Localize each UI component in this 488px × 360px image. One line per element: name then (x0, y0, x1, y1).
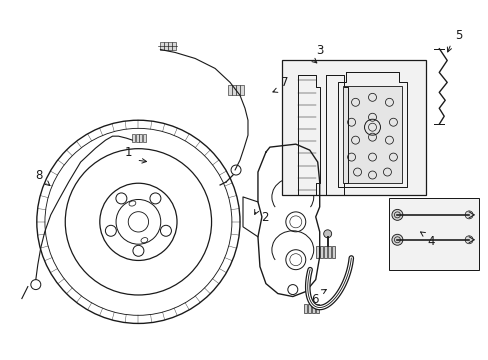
Text: 8: 8 (35, 168, 42, 181)
Circle shape (323, 230, 331, 238)
Bar (331, 246, 334, 258)
Bar (227, 85, 231, 95)
Circle shape (464, 236, 472, 244)
Circle shape (391, 234, 402, 245)
Text: 4: 4 (427, 235, 434, 248)
Bar (315, 246, 319, 258)
Text: 3: 3 (315, 44, 323, 57)
Bar (142, 134, 145, 142)
Text: 6: 6 (310, 293, 318, 306)
Bar (388, 198, 478, 270)
Bar (315, 303, 319, 314)
Bar (319, 246, 323, 258)
Circle shape (464, 211, 472, 219)
Bar (139, 134, 142, 142)
Bar (342, 86, 402, 183)
Text: 7: 7 (281, 76, 288, 89)
Text: 5: 5 (454, 29, 462, 42)
Bar (240, 85, 243, 95)
Bar (172, 41, 175, 50)
Bar (303, 303, 306, 314)
Bar (132, 134, 135, 142)
Bar (327, 246, 330, 258)
Bar (164, 41, 167, 50)
Bar (307, 303, 310, 314)
Bar (168, 41, 171, 50)
Bar (311, 303, 315, 314)
Bar (281, 60, 426, 195)
Text: 2: 2 (261, 211, 268, 224)
Bar (323, 246, 326, 258)
Bar (236, 85, 239, 95)
Circle shape (391, 210, 402, 220)
Bar (232, 85, 235, 95)
Text: 1: 1 (124, 145, 132, 159)
Bar (136, 134, 139, 142)
Bar (160, 41, 163, 50)
